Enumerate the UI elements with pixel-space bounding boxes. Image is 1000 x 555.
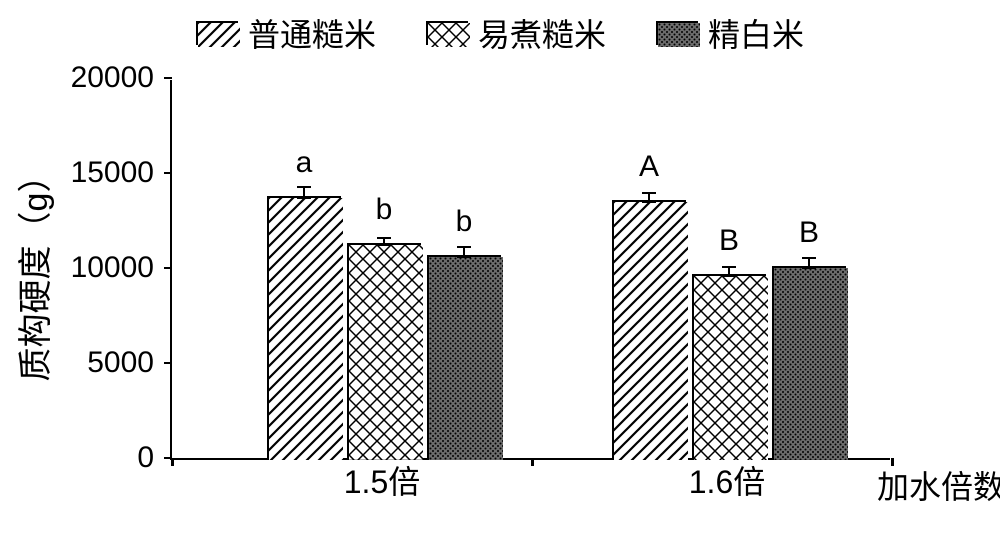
ytick-label: 5000 xyxy=(52,346,172,380)
bar-cross: B xyxy=(692,274,766,458)
significance-label: a xyxy=(296,146,313,180)
ytick-mark xyxy=(164,172,172,175)
significance-label: b xyxy=(456,205,473,239)
xtick-mark xyxy=(891,458,894,466)
ytick-mark xyxy=(164,77,172,80)
xtick-mark xyxy=(531,458,534,466)
hardness-bar-chart: 普通糙米 易煮糙米 精白米 质构硬度（g） 加水倍数 0500010000150… xyxy=(0,0,1000,555)
legend-item-1: 易煮糙米 xyxy=(426,10,606,56)
legend-item-2: 精白米 xyxy=(656,10,804,56)
ytick-mark xyxy=(164,267,172,270)
x-axis-title: 加水倍数 xyxy=(877,462,1000,508)
significance-label: B xyxy=(719,224,739,258)
plot-area: 加水倍数 050001000015000200001.5倍abb1.6倍ABB xyxy=(170,80,890,460)
xtick-mark xyxy=(171,458,174,466)
ytick-label: 15000 xyxy=(52,156,172,190)
error-bar xyxy=(728,267,730,276)
legend-swatch-dots-icon xyxy=(656,21,698,45)
legend-label-2: 精白米 xyxy=(708,10,804,56)
legend-item-0: 普通糙米 xyxy=(196,10,376,56)
legend-label-0: 普通糙米 xyxy=(248,10,376,56)
x-group-label: 1.5倍 xyxy=(344,457,421,503)
significance-label: B xyxy=(799,216,819,250)
x-group-label: 1.6倍 xyxy=(689,457,766,503)
legend-swatch-cross-icon xyxy=(426,21,468,45)
legend-swatch-diag-icon xyxy=(196,21,238,45)
bar-dots: b xyxy=(427,255,501,458)
significance-label: A xyxy=(639,150,659,184)
bar-cross: b xyxy=(347,243,421,458)
bar-diag: a xyxy=(267,196,341,458)
ytick-label: 20000 xyxy=(52,61,172,95)
y-axis-label: 质构硬度（g） xyxy=(8,159,57,382)
error-bar xyxy=(303,187,305,197)
legend-label-1: 易煮糙米 xyxy=(478,10,606,56)
legend: 普通糙米 易煮糙米 精白米 xyxy=(0,10,1000,56)
error-bar xyxy=(648,193,650,202)
bar-diag: A xyxy=(612,200,686,458)
ytick-label: 0 xyxy=(52,441,172,475)
error-bar xyxy=(383,238,385,246)
ytick-mark xyxy=(164,362,172,365)
bar-dots: B xyxy=(772,266,846,458)
error-bar xyxy=(463,247,465,257)
significance-label: b xyxy=(376,193,393,227)
ytick-label: 10000 xyxy=(52,251,172,285)
error-bar xyxy=(808,258,810,268)
